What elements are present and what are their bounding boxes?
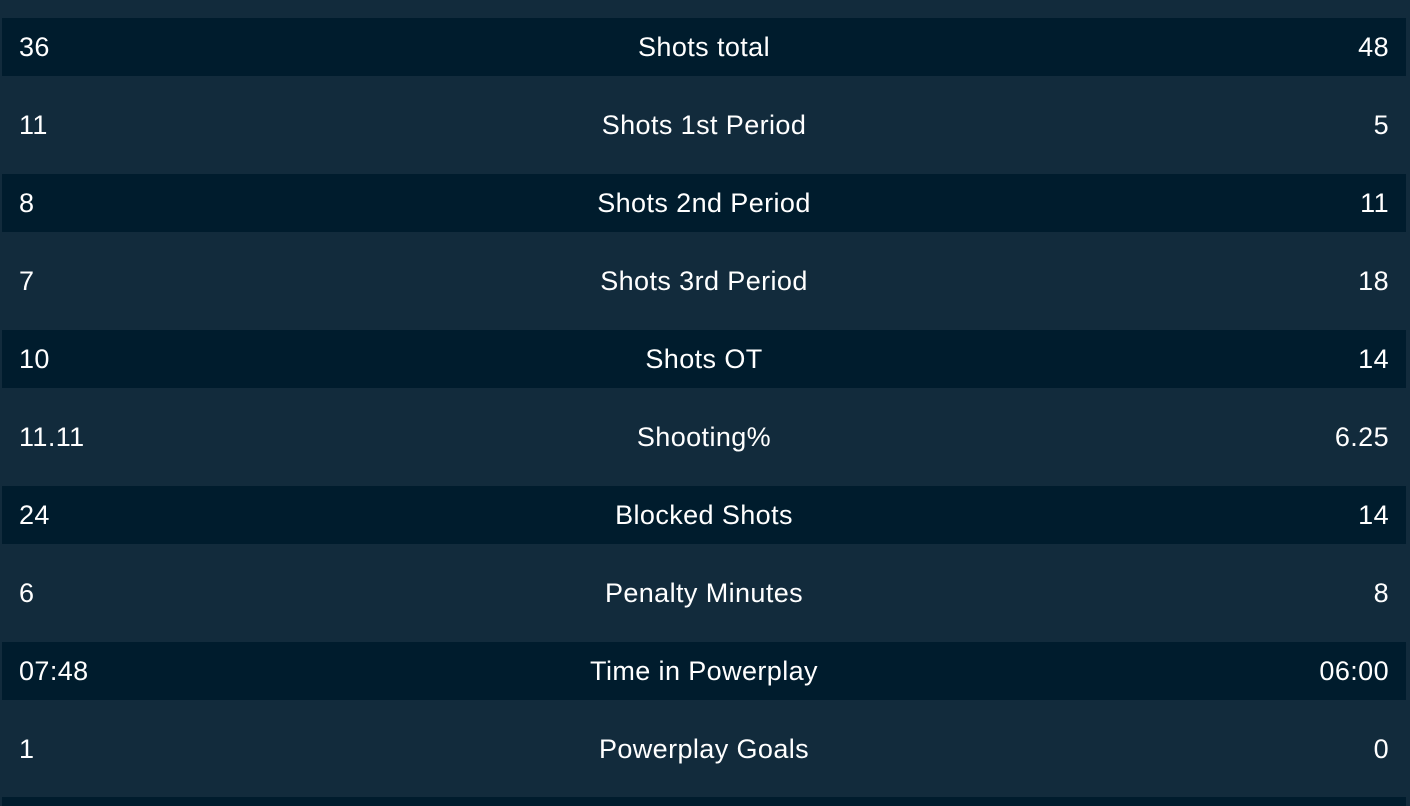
away-value: 11 (1360, 187, 1389, 218)
stat-label: Shots 2nd Period (597, 187, 811, 218)
stat-row-blocked-shots: 24 Blocked Shots 14 (2, 486, 1406, 544)
home-value: 7 (19, 265, 35, 296)
home-value: 10 (19, 343, 50, 374)
stat-row-shots-1st-period: 11 Shots 1st Period 5 (2, 96, 1406, 154)
stat-row-shots-2nd-period: 8 Shots 2nd Period 11 (2, 174, 1406, 232)
home-value: 07:48 (19, 655, 89, 686)
home-value: 6 (19, 577, 35, 608)
away-value: 5 (1373, 109, 1389, 140)
away-value: 8 (1373, 577, 1389, 608)
stat-row-shots-total: 36 Shots total 48 (2, 18, 1406, 76)
stat-row-penalty-minutes: 6 Penalty Minutes 8 (2, 564, 1406, 622)
home-value: 8 (19, 187, 35, 218)
stat-row-shots-3rd-period: 7 Shots 3rd Period 18 (2, 252, 1406, 310)
stat-label: Shots 1st Period (601, 109, 807, 140)
away-value: 6.25 (1334, 421, 1389, 452)
stat-row-powerplay-goals: 1 Powerplay Goals 0 (2, 720, 1406, 778)
stat-label: Time in Powerplay (590, 655, 818, 686)
stat-label: Powerplay Goals (598, 733, 810, 764)
stat-label: Shooting% (636, 421, 772, 452)
away-value: 06:00 (1319, 655, 1389, 686)
home-value: 24 (19, 499, 50, 530)
stat-row-shooting-percent: 11.11 Shooting% 6.25 (2, 408, 1406, 466)
stat-label: Penalty Minutes (604, 577, 804, 608)
stat-label: Blocked Shots (615, 499, 793, 530)
away-value: 18 (1358, 265, 1389, 296)
stat-label: Shots OT (645, 343, 763, 374)
stat-label: Shots total (638, 31, 770, 62)
away-value: 0 (1373, 733, 1389, 764)
away-value: 14 (1358, 499, 1389, 530)
home-value: 11 (19, 109, 48, 140)
stat-row-shots-ot: 10 Shots OT 14 (2, 330, 1406, 388)
away-value: 48 (1358, 31, 1389, 62)
home-value: 1 (19, 733, 35, 764)
away-value: 14 (1358, 343, 1389, 374)
stat-row-time-in-powerplay: 07:48 Time in Powerplay 06:00 (2, 642, 1406, 700)
home-value: 11.11 (19, 421, 85, 452)
stat-label: Shots 3rd Period (600, 265, 808, 296)
next-row-partial (2, 797, 1406, 806)
home-value: 36 (19, 31, 50, 62)
